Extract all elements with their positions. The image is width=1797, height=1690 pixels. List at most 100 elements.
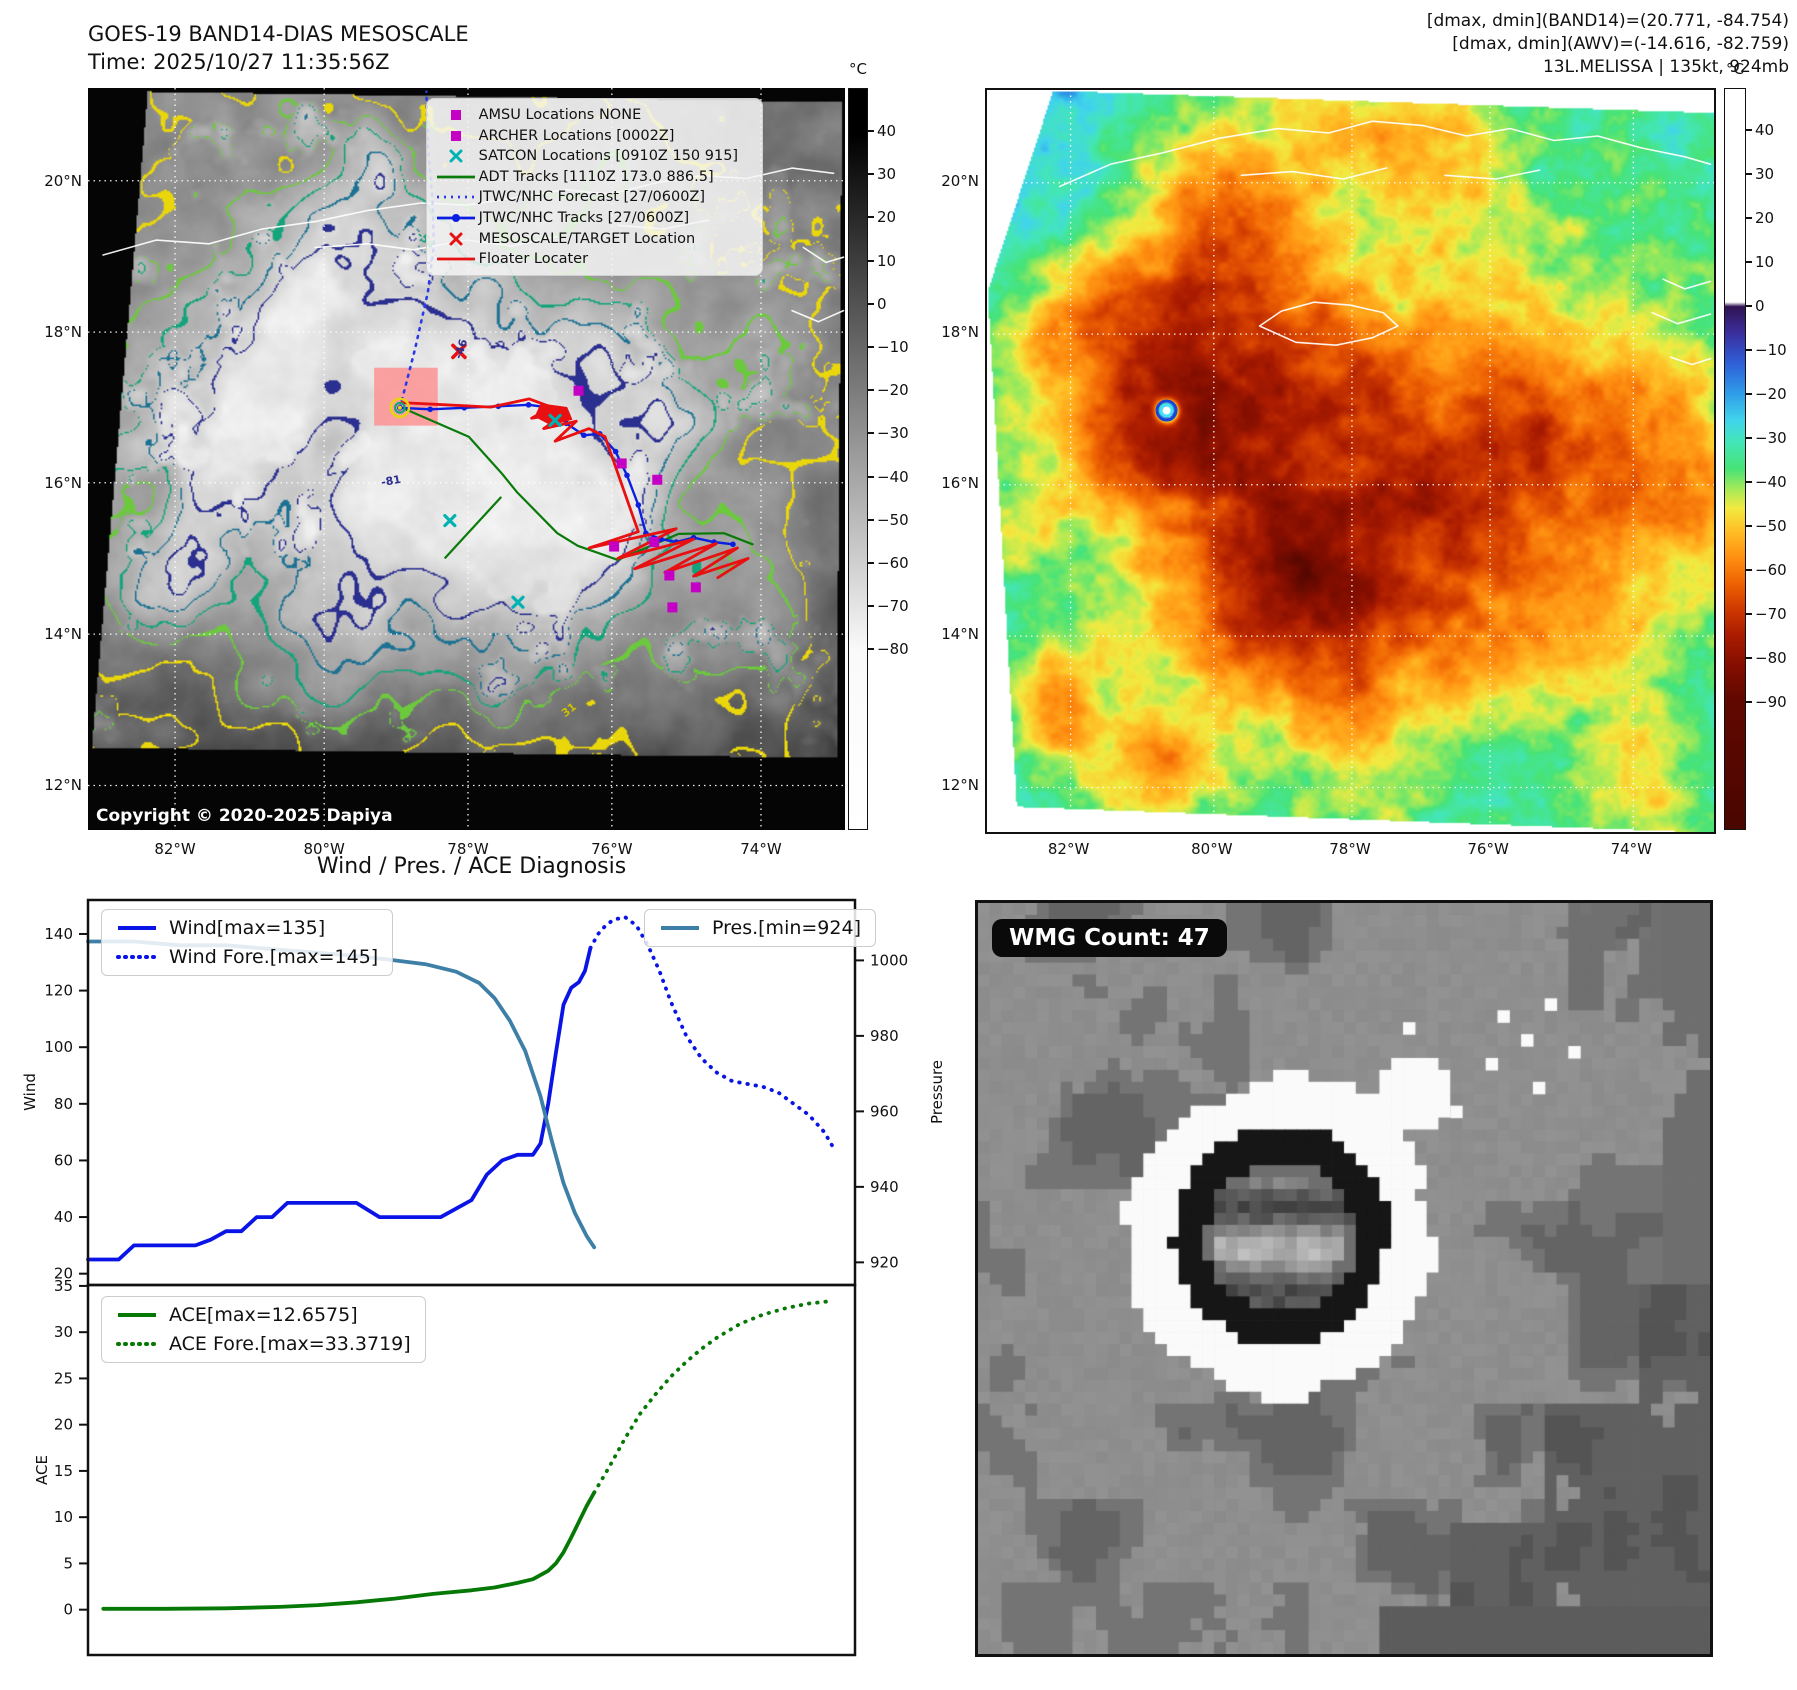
goes-colorbar-tick-label: 30 <box>877 165 897 184</box>
legend-item: AMSU Locations NONE <box>433 105 754 126</box>
x-icon <box>433 231 479 247</box>
svg-text:980: 980 <box>870 1027 899 1045</box>
svg-text:15: 15 <box>54 1462 73 1480</box>
awv-colorbar-tick-label: −10 <box>1755 341 1787 359</box>
chart-legend: Pres.[min=924] <box>644 909 876 947</box>
goes-map-legend: AMSU Locations NONE ARCHER Locations [000… <box>425 97 763 277</box>
goes-colorbar-tick-label: −10 <box>877 338 909 356</box>
goes-colorbar-tickmark <box>868 605 874 608</box>
goes-title-block: GOES-19 BAND14-DIAS MESOSCALE Time: 2025… <box>88 20 469 76</box>
awv-colorbar-tickmark <box>1746 437 1752 439</box>
svg-text:25: 25 <box>54 1369 73 1387</box>
archer-location-marker <box>690 582 701 593</box>
awv-colorbar-tick-label: 20 <box>1755 209 1775 227</box>
svg-text:0: 0 <box>63 1601 73 1619</box>
archer-location-marker <box>616 458 627 469</box>
awv-lat-label: 12°N <box>941 776 979 795</box>
svg-text:20: 20 <box>54 1265 73 1283</box>
awv-colorbar-tickmark <box>1746 305 1752 307</box>
jamaica-coastline <box>1258 301 1399 346</box>
awv-colorbar-tick-label: −60 <box>1755 561 1787 579</box>
legend-item: ARCHER Locations [0002Z] <box>433 125 754 146</box>
svg-text:920: 920 <box>870 1253 899 1271</box>
awv-colorbar-tickmark <box>1746 349 1752 351</box>
awv-satellite-canvas <box>987 90 1714 832</box>
awv-lon-label: 78°W <box>1329 840 1371 858</box>
legend-item-label: ARCHER Locations [0002Z] <box>478 127 675 144</box>
awv-lon-label: 76°W <box>1467 840 1509 858</box>
awv-lon-label: 80°W <box>1191 840 1233 858</box>
chart-legend-label: Wind Fore.[max=145] <box>169 946 379 968</box>
goes-lon-label: 80°W <box>303 840 345 858</box>
dmax-band14: [dmax, dmin](BAND14)=(20.771, -84.754) <box>1426 11 1789 31</box>
awv-colorbar-tick-label: 10 <box>1755 253 1775 271</box>
satcon-location-marker <box>511 595 525 609</box>
storm-id: 13L.MELISSA | 135kt, 924mb <box>1542 57 1789 77</box>
svg-text:60: 60 <box>54 1151 73 1169</box>
svg-text:80: 80 <box>54 1095 73 1113</box>
svg-text:960: 960 <box>870 1102 899 1120</box>
goes-lat-label: 18°N <box>44 323 82 342</box>
awv-lat-label: 20°N <box>941 171 979 190</box>
archer-location-marker <box>609 541 620 552</box>
goes-colorbar-tick-label: −30 <box>877 424 909 443</box>
goes-lon-label: 78°W <box>447 840 489 858</box>
storm-info-block: [dmax, dmin](BAND14)=(20.771, -84.754) [… <box>1427 10 1789 79</box>
awv-lat-label: 14°N <box>941 625 979 644</box>
goes-colorbar-tick-label: −40 <box>877 467 909 486</box>
series-solid <box>101 1490 597 1611</box>
wind-axis-label: Wind <box>21 1073 39 1111</box>
svg-text:5: 5 <box>63 1554 73 1572</box>
copyright-text: Copyright © 2020-2025 Dapiya <box>96 806 393 826</box>
goes-colorbar-tick-label: 20 <box>877 208 897 227</box>
awv-colorbar-tickmark <box>1746 525 1752 527</box>
legend-item: JTWC/NHC Tracks [27/0600Z] <box>433 208 754 229</box>
series-dotted <box>588 915 838 1154</box>
ace-axis-label: ACE <box>33 1455 51 1485</box>
satcon-location-marker <box>548 413 562 428</box>
goes-colorbar-tickmark <box>868 302 874 305</box>
legend-item: ADT Tracks [1110Z 173.0 886.5] <box>433 166 754 187</box>
chart-legend-label: Pres.[min=924] <box>712 917 861 939</box>
chart-legend-label: ACE Fore.[max=33.3719] <box>169 1333 411 1355</box>
awv-colorbar <box>1724 88 1746 830</box>
line-icon <box>433 251 479 267</box>
goes-colorbar-tickmark <box>868 346 874 348</box>
mesoscale-target-marker <box>451 343 467 360</box>
svg-text:30: 30 <box>54 1323 73 1341</box>
awv-colorbar-tickmark <box>1746 129 1752 131</box>
awv-colorbar-tick-label: 30 <box>1755 165 1775 183</box>
satcon-location-marker <box>443 513 457 528</box>
goes-colorbar-tickmark <box>868 432 874 435</box>
goes-lat-label: 14°N <box>44 625 82 644</box>
adt-track <box>444 496 502 559</box>
chart-legend-label: Wind[max=135] <box>169 917 326 939</box>
goes-colorbar-tickmark <box>868 475 874 478</box>
awv-colorbar-tickmark <box>1746 701 1752 703</box>
awv-colorbar-tickmark <box>1746 261 1752 263</box>
awv-colorbar-tick-label: −50 <box>1755 517 1787 535</box>
awv-colorbar-unit: °C <box>1726 60 1744 78</box>
legend-item-label: Floater Locater <box>478 251 589 268</box>
awv-colorbar-tick-label: 40 <box>1755 121 1775 139</box>
svg-text:40: 40 <box>54 1208 73 1226</box>
awv-colorbar-tickmark <box>1746 613 1752 615</box>
goes-colorbar-tickmark <box>868 173 874 176</box>
goes-time: Time: 2025/10/27 11:35:56Z <box>88 50 390 74</box>
awv-colorbar-tick-label: −20 <box>1755 385 1787 403</box>
svg-text:140: 140 <box>44 925 73 943</box>
legend-item: Floater Locater <box>433 249 754 270</box>
pressure-axis-label: Pressure <box>928 1059 946 1125</box>
goes-colorbar-tick-label: −80 <box>877 640 909 659</box>
chart-legend-item: Wind Fore.[max=145] <box>116 946 378 968</box>
goes-lon-label: 74°W <box>740 840 782 858</box>
goes-colorbar-tick-label: 40 <box>877 122 897 140</box>
legend-item-label: SATCON Locations [0910Z 150 915] <box>478 148 739 165</box>
svg-text:35: 35 <box>54 1277 73 1295</box>
goes-map-panel: AMSU Locations NONE ARCHER Locations [000… <box>88 88 845 830</box>
chart-legend: ACE[max=12.6575] ACE Fore.[max=33.3719] <box>101 1296 426 1363</box>
svg-text:100: 100 <box>44 1038 73 1056</box>
goes-lat-label: 12°N <box>44 776 82 795</box>
goes-colorbar-tickmark <box>868 648 874 651</box>
